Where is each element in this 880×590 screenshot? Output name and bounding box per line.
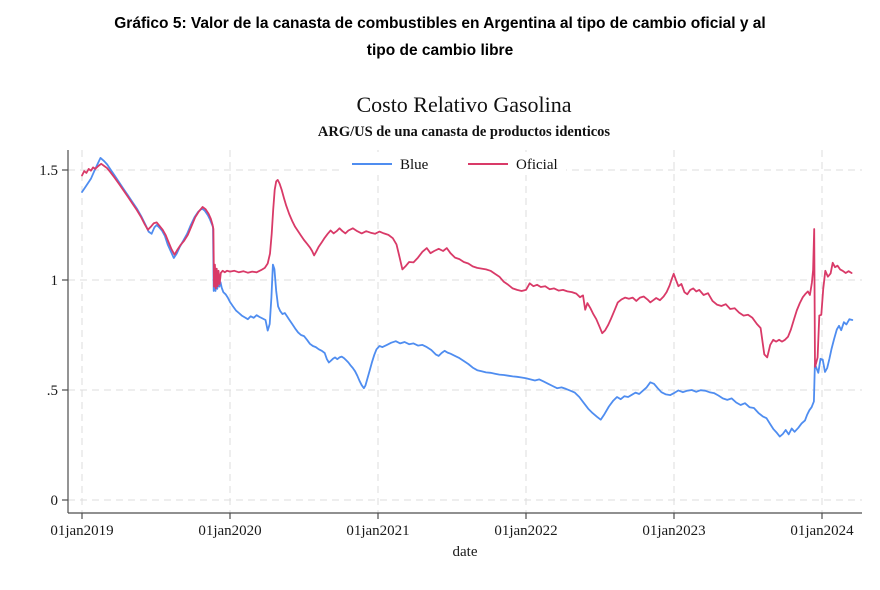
y-tick-label: .5 [47,383,58,399]
line-oficial [81,162,853,368]
figure-caption: Gráfico 5: Valor de la canasta de combus… [0,10,880,64]
chart-title: Costo Relativo Gasolina [356,92,571,117]
line-blue [81,157,854,438]
y-tick-label: 0 [51,493,59,509]
legend-background [344,152,566,175]
x-tick-label: 01jan2022 [494,523,557,539]
plot-area [81,157,854,438]
x-tick-label: 01jan2024 [790,523,854,539]
x-tick-label: 01jan2023 [642,523,705,539]
figure-caption-line1: Gráfico 5: Valor de la canasta de combus… [114,15,766,32]
gridlines [68,150,862,513]
y-tick-label: 1 [51,273,59,289]
x-tick-label: 01jan2020 [198,523,261,539]
legend: Blue Oficial [344,152,566,175]
x-tick-label: 01jan2019 [50,523,113,539]
y-tick-label: 1.5 [39,163,58,179]
figure-caption-line2: tipo de cambio libre [366,42,514,59]
x-tick-label: 01jan2021 [346,523,409,539]
tick-labels: 0 .5 1 1.5 01jan2019 01jan2020 01jan2021 01jan2… [39,163,854,539]
chart-subtitle: ARG/US de una canasta de productos ident… [318,124,611,140]
legend-label-blue: Blue [400,157,429,173]
tick-marks [62,169,823,519]
x-axis-title: date [453,544,478,560]
legend-label-oficial: Oficial [516,157,558,173]
